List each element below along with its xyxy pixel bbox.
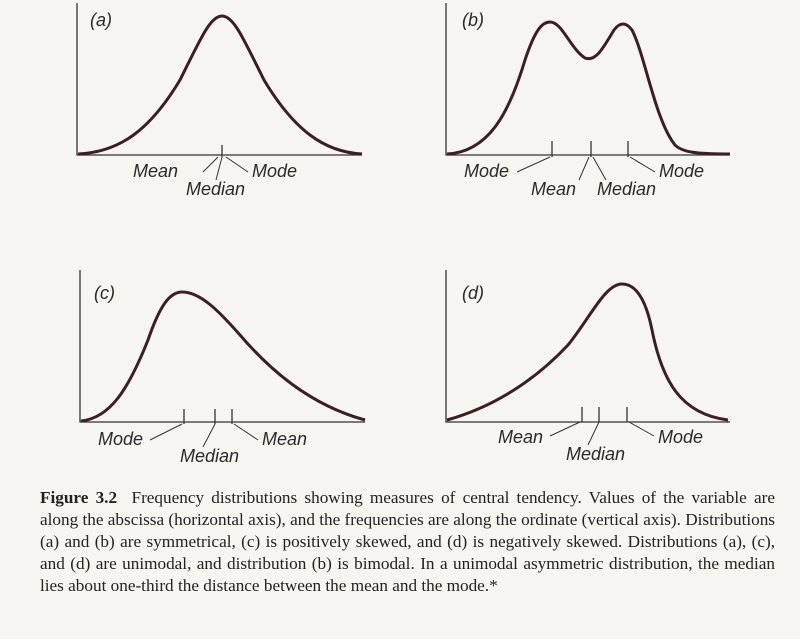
panel-c-median-leader — [202, 423, 216, 448]
panel-b-label: (b) — [462, 10, 484, 30]
panel-c-curve — [80, 290, 366, 423]
panel-c: (c) Mode Median Mean — [79, 270, 366, 466]
panel-c-mean-leader — [233, 423, 259, 441]
panel-b-median-leader — [592, 156, 607, 181]
panel-d-axes — [445, 270, 730, 423]
panel-d-mean-label: Mean — [498, 427, 543, 447]
panel-c-median-label: Median — [180, 446, 239, 466]
panel-c-mean-label: Mean — [262, 429, 307, 449]
panel-a-mean-label: Mean — [133, 161, 178, 181]
figure-caption-text: Frequency distributions showing measures… — [40, 488, 776, 595]
figure-caption: Figure 3.2 Frequency distributions showi… — [40, 487, 775, 597]
panel-a-median-label: Median — [186, 179, 245, 199]
frequency-distributions-figure: (a) Mean Median Mode (b) Mode Mean Media… — [76, 3, 731, 466]
panel-a: (a) Mean Median Mode — [76, 3, 363, 199]
panel-b-mode2-leader — [629, 156, 656, 173]
panel-d-mean-leader — [549, 421, 581, 437]
panel-d-mode-label: Mode — [658, 427, 703, 447]
panel-c-mode-leader — [149, 423, 183, 441]
panel-a-label: (a) — [90, 10, 112, 30]
panel-d-median-leader — [587, 421, 600, 446]
panel-d-mode-leader — [628, 421, 655, 437]
panel-b-mode2-label: Mode — [659, 161, 704, 181]
panel-c-label: (c) — [94, 283, 115, 303]
panel-b-median-label: Median — [597, 179, 656, 199]
panel-c-mode-label: Mode — [98, 429, 143, 449]
panel-b-mean-leader — [578, 156, 590, 181]
panel-a-axes — [76, 3, 362, 156]
panel-c-axes — [79, 270, 365, 423]
panel-d-curve — [446, 282, 729, 422]
panel-b-mean-label: Mean — [531, 179, 576, 199]
panel-b-curve — [446, 20, 731, 156]
figure-number: Figure 3.2 — [40, 488, 118, 507]
panel-b-mode1-label: Mode — [464, 161, 509, 181]
panel-a-mode-leader — [225, 156, 249, 173]
panel-a-curve — [77, 14, 363, 156]
panel-b-mode1-leader — [516, 156, 551, 173]
panel-d-label: (d) — [462, 283, 484, 303]
panel-d: (d) Mean Median Mode — [445, 270, 730, 464]
panel-a-mean-leader — [202, 156, 219, 173]
panel-d-median-label: Median — [566, 444, 625, 464]
panel-a-median-leader — [215, 156, 223, 181]
panel-a-mode-label: Mode — [252, 161, 297, 181]
panel-b-axes — [445, 3, 730, 156]
panel-b: (b) Mode Mean Median Mode — [445, 3, 731, 199]
